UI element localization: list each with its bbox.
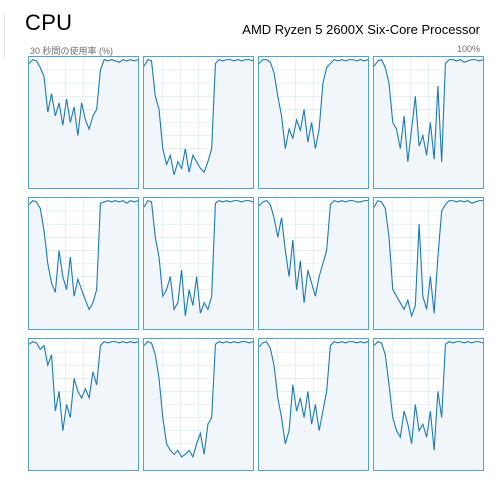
cpu-core-graph[interactable] xyxy=(373,338,484,471)
cpu-core-graph[interactable] xyxy=(258,338,369,471)
usage-area xyxy=(259,59,368,188)
usage-line xyxy=(29,340,138,431)
axis-caption: 30 秒間の使用率 (%) xyxy=(30,46,114,56)
cpu-core-chart xyxy=(374,339,483,470)
cpu-core-graph[interactable] xyxy=(28,56,139,189)
axis-max-label: 100% xyxy=(456,44,480,54)
cpu-core-chart xyxy=(29,57,138,188)
cpu-core-graph[interactable] xyxy=(373,56,484,189)
usage-line xyxy=(374,199,483,318)
cpu-core-chart xyxy=(259,339,368,470)
usage-area xyxy=(259,200,368,329)
usage-area xyxy=(29,200,138,329)
cpu-core-chart xyxy=(374,57,483,188)
cpu-core-chart xyxy=(144,57,253,188)
cpu-core-chart xyxy=(144,198,253,329)
usage-area xyxy=(144,59,253,188)
page-title: CPU xyxy=(25,10,73,35)
cpu-core-chart xyxy=(29,339,138,470)
cpu-core-chart xyxy=(259,57,368,188)
usage-line xyxy=(29,58,138,136)
usage-area xyxy=(374,341,483,470)
usage-area xyxy=(29,59,138,188)
usage-area xyxy=(29,341,138,470)
cpu-core-graph[interactable] xyxy=(373,197,484,330)
window-edge xyxy=(4,14,5,58)
usage-line xyxy=(144,199,253,316)
usage-line xyxy=(259,340,368,444)
logical-processor-graphs[interactable] xyxy=(28,56,484,472)
usage-area xyxy=(374,59,483,188)
cpu-core-graph[interactable] xyxy=(143,56,254,189)
cpu-core-chart xyxy=(259,198,368,329)
cpu-core-graph[interactable] xyxy=(258,56,369,189)
usage-area xyxy=(259,341,368,470)
usage-line xyxy=(29,199,138,311)
usage-line xyxy=(259,199,368,303)
processor-name: AMD Ryzen 5 2600X Six-Core Processor xyxy=(242,22,480,37)
cpu-core-chart xyxy=(29,198,138,329)
usage-line xyxy=(144,58,253,176)
cpu-core-graph[interactable] xyxy=(28,338,139,471)
usage-area xyxy=(374,200,483,329)
cpu-core-chart xyxy=(144,339,253,470)
cpu-core-chart xyxy=(374,198,483,329)
usage-line xyxy=(374,340,483,451)
usage-line xyxy=(374,58,483,162)
usage-line xyxy=(144,340,253,459)
usage-line xyxy=(259,58,368,149)
cpu-core-graph[interactable] xyxy=(258,197,369,330)
cpu-core-graph[interactable] xyxy=(143,197,254,330)
cpu-core-graph[interactable] xyxy=(28,197,139,330)
usage-area xyxy=(144,200,253,329)
cpu-core-graph[interactable] xyxy=(143,338,254,471)
usage-area xyxy=(144,341,253,470)
